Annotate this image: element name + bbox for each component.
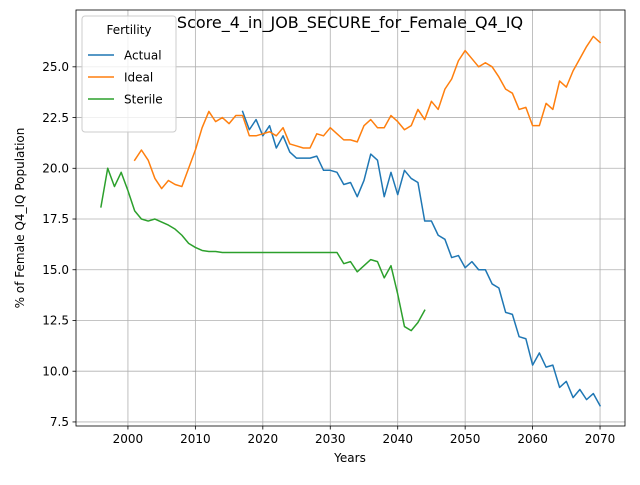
chart-title: Score_4_in_JOB_SECURE_for_Female_Q4_IQ xyxy=(177,13,523,33)
y-tick-label: 10.0 xyxy=(42,364,69,378)
y-tick-label: 17.5 xyxy=(42,212,69,226)
y-tick-label: 20.0 xyxy=(42,161,69,175)
legend-label-actual: Actual xyxy=(124,48,162,62)
legend-label-ideal: Ideal xyxy=(124,70,153,84)
plot-frame xyxy=(75,9,626,427)
y-tick-label: 15.0 xyxy=(42,263,69,277)
series-line-sterile xyxy=(100,167,426,332)
x-tick-label: 2020 xyxy=(248,432,279,446)
legend-box xyxy=(81,15,177,133)
x-tick-label: 2000 xyxy=(113,432,144,446)
x-tick-label: 2050 xyxy=(450,432,481,446)
axis-ticks: 2000 2010 2020 2030 2040 2050 2060 2070 7.5 10.0 1… xyxy=(42,60,615,446)
x-tick-label: 2030 xyxy=(315,432,346,446)
x-axis-label: Years xyxy=(333,451,366,465)
series-line-ideal xyxy=(133,35,602,190)
y-tick-label: 7.5 xyxy=(50,415,69,429)
legend-items: Actual Ideal Sterile xyxy=(88,48,163,106)
legend-title: Fertility xyxy=(106,23,151,37)
x-tick-label: 2010 xyxy=(180,432,211,446)
series-line-actual xyxy=(241,110,602,407)
y-tick-label: 25.0 xyxy=(42,60,69,74)
grid xyxy=(76,10,625,426)
series-lines xyxy=(100,35,602,407)
x-tick-label: 2040 xyxy=(382,432,413,446)
legend-label-sterile: Sterile xyxy=(124,92,163,106)
x-tick-label: 2060 xyxy=(517,432,548,446)
y-tick-label: 12.5 xyxy=(42,314,69,328)
y-axis-label: % of Female Q4_IQ Population xyxy=(13,128,27,309)
legend: Fertility Actual Ideal Sterile xyxy=(81,15,177,133)
y-tick-label: 22.5 xyxy=(42,111,69,125)
x-tick-label: 2070 xyxy=(585,432,616,446)
